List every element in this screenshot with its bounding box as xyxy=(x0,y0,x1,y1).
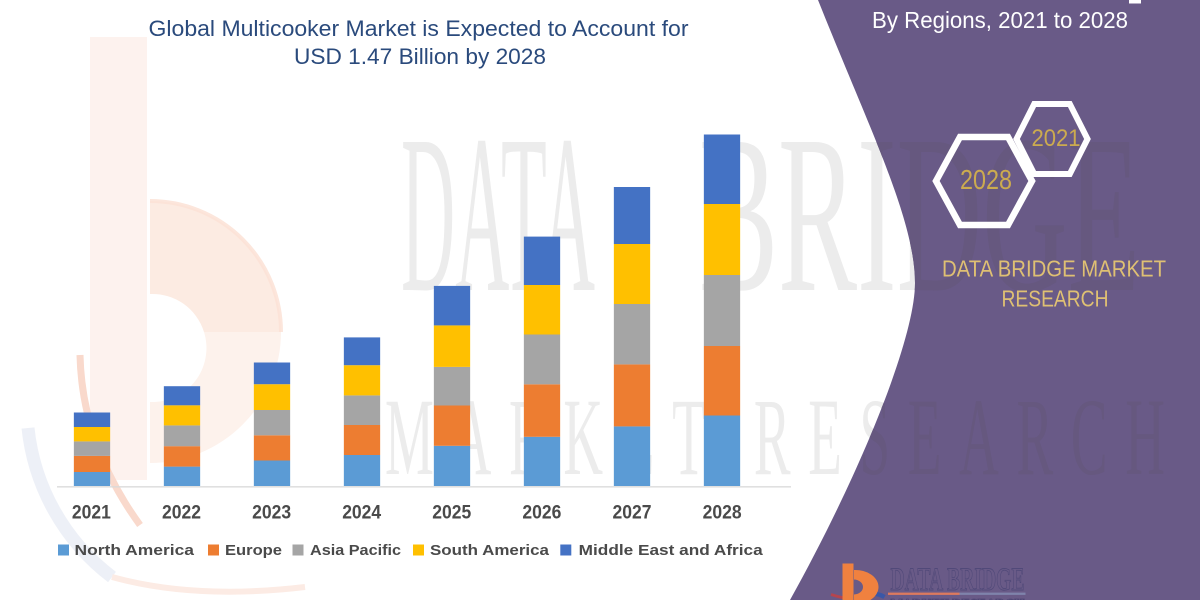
svg-text:2024: 2024 xyxy=(342,502,381,524)
svg-text:Europe: Europe xyxy=(225,542,282,559)
svg-text:2021: 2021 xyxy=(1032,125,1081,152)
svg-text:DATA BRIDGE MARKET: DATA BRIDGE MARKET xyxy=(942,256,1166,282)
svg-text:2021: 2021 xyxy=(72,502,111,524)
svg-text:RESEARCH: RESEARCH xyxy=(1002,286,1109,312)
svg-text:Middle East and Africa: Middle East and Africa xyxy=(579,542,764,559)
svg-text:2023: 2023 xyxy=(252,502,291,524)
svg-text:Global Multicooker Market is E: Global Multicooker Market is Expected to… xyxy=(149,16,690,41)
svg-text:2025: 2025 xyxy=(432,502,471,524)
svg-text:DATA: DATA xyxy=(401,89,595,339)
svg-text:2027: 2027 xyxy=(613,502,652,524)
svg-text:DATA BRIDGE: DATA BRIDGE xyxy=(891,562,1025,598)
svg-text:2028: 2028 xyxy=(960,164,1012,195)
svg-text:2026: 2026 xyxy=(522,502,561,524)
svg-text:MARKET RESEARCH: MARKET RESEARCH xyxy=(891,597,1025,600)
svg-text:North America: North America xyxy=(75,542,195,559)
svg-text:2028: 2028 xyxy=(703,502,742,524)
svg-text:By Regions, 2021 to 2028: By Regions, 2021 to 2028 xyxy=(872,7,1128,33)
svg-text:Asia Pacific: Asia Pacific xyxy=(310,542,401,559)
svg-text:USD 1.47 Billion by 2028: USD 1.47 Billion by 2028 xyxy=(294,44,546,69)
svg-text:South America: South America xyxy=(430,542,550,559)
svg-text:2022: 2022 xyxy=(162,502,201,524)
